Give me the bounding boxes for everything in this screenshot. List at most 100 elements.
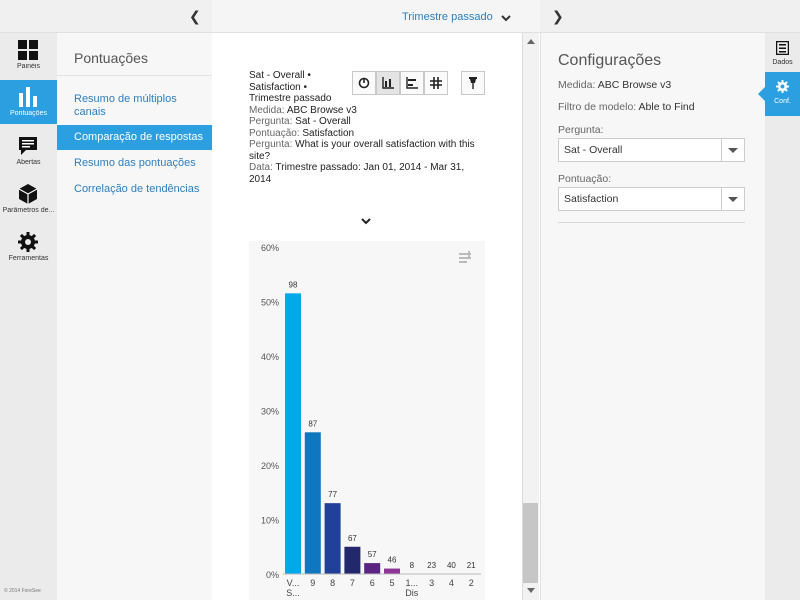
nav-item-abertas[interactable]: Abertas [0, 129, 57, 173]
settings-measure-label: Medida: [558, 79, 596, 91]
divider [558, 222, 745, 223]
subnav-title: Pontuações [74, 50, 148, 66]
info-question-label: Pergunta: [249, 116, 293, 127]
score-select[interactable]: Satisfaction [558, 187, 745, 211]
active-tab-notch [758, 87, 765, 101]
bar [364, 563, 381, 574]
info-score: Pontuação: Satisfaction [249, 128, 484, 140]
bar-data-label: 98 [289, 280, 298, 289]
dropdown-arrow-icon[interactable] [721, 188, 744, 210]
comment-icon [19, 137, 37, 155]
bar-data-label: 46 [388, 556, 397, 565]
settings-measure: Medida: ABC Browse v3 [558, 79, 671, 91]
settings-model-filter-value: Able to Find [638, 101, 695, 113]
bar [384, 568, 400, 574]
main-scrollbar[interactable] [522, 33, 539, 600]
info-question-value: Sat - Overall [295, 116, 351, 127]
scroll-thumb[interactable] [523, 503, 538, 583]
pin-button[interactable] [461, 71, 485, 95]
nav-item-paineis[interactable]: Painéis [0, 33, 57, 77]
scroll-up-icon[interactable] [527, 39, 535, 44]
info-measure: Medida: ABC Browse v3 [249, 105, 484, 117]
collapse-left-icon[interactable]: ❮ [189, 8, 201, 24]
collapse-right-icon[interactable]: ❯ [552, 8, 564, 24]
settings-panel [540, 33, 765, 600]
info-question2-value: What is your overall satisfaction with t… [249, 139, 475, 162]
right-topbar: ❯ [540, 0, 800, 33]
y-tick-label: 0% [266, 570, 279, 580]
bar [344, 546, 361, 574]
y-tick-label: 60% [261, 243, 279, 253]
x-tick-label: 7 [350, 578, 355, 588]
bar-data-label: 21 [467, 561, 476, 570]
score-select-value: Satisfaction [564, 193, 619, 205]
dashboard-icon [18, 40, 38, 60]
pin-icon [469, 77, 477, 89]
x-tick-label: 3 [429, 578, 434, 588]
nav-label: Parâmetros de... [2, 207, 55, 214]
expand-info-icon[interactable] [361, 215, 371, 229]
subnav-item-trend-correlation[interactable]: Correlação de tendências [74, 183, 200, 195]
subnav-item-score-summary[interactable]: Resumo das pontuações [74, 157, 196, 169]
tab-label: Dados [772, 59, 793, 66]
info-date-value: Trimestre passado: Jan 01, 2014 - Mar 31… [249, 162, 465, 185]
x-tick-label: 1... [406, 578, 419, 588]
info-question: Pergunta: Sat - Overall [249, 116, 484, 128]
settings-model-filter-label: Filtro de modelo: [558, 101, 637, 113]
bar-data-label: 77 [328, 490, 337, 499]
tab-label: Conf. [774, 98, 791, 105]
nav-label: Ferramentas [8, 255, 49, 262]
dropdown-arrow-icon[interactable] [721, 139, 744, 161]
y-tick-label: 50% [261, 298, 279, 308]
cube-icon [18, 184, 38, 204]
info-measure-value: ABC Browse v3 [286, 104, 357, 116]
tab-dados[interactable]: Dados [765, 33, 800, 77]
horizontal-bar-icon [406, 77, 418, 89]
info-question2-label: Pergunta: [249, 139, 293, 150]
legend-icon[interactable] [459, 251, 471, 263]
x-tick-label: 4 [449, 578, 454, 588]
pie-chart-button[interactable] [352, 71, 376, 95]
nav-item-ferramentas[interactable]: Ferramentas [0, 225, 57, 269]
bar-data-label: 67 [348, 534, 357, 543]
period-selector[interactable]: Trimestre passado [402, 11, 493, 23]
data-icon [776, 41, 789, 55]
scroll-down-icon[interactable] [527, 588, 535, 593]
chevron-down-icon[interactable] [501, 10, 511, 28]
x-tick-label: 6 [370, 578, 375, 588]
bar-chart-button[interactable] [376, 71, 400, 95]
left-topbar: ❮ [0, 0, 212, 33]
x-tick-label: 9 [310, 578, 315, 588]
bar [285, 293, 301, 574]
settings-measure-value: ABC Browse v3 [597, 79, 672, 91]
nav-item-pontuacoes[interactable]: Pontuações [0, 80, 57, 124]
x-tick-label: 8 [330, 578, 335, 588]
x-tick-label: S... [286, 588, 300, 598]
subnav-item-response-comparison[interactable]: Comparação de respostas [57, 125, 212, 150]
bar-data-label: 40 [447, 561, 456, 570]
bar-chart-icon [19, 87, 37, 107]
table-view-button[interactable] [424, 71, 448, 95]
info-measure-label: Medida: [249, 104, 285, 116]
nav-label: Pontuações [10, 110, 47, 117]
settings-title: Configurações [558, 52, 662, 69]
tab-conf[interactable]: Conf. [765, 72, 800, 116]
nav-label: Painéis [17, 63, 40, 70]
settings-model-filter: Filtro de modelo: Able to Find [558, 101, 695, 113]
bar [304, 432, 321, 574]
bar-data-label: 87 [308, 419, 317, 428]
question-select[interactable]: Sat - Overall [558, 138, 745, 162]
bar [324, 503, 341, 574]
grid-icon [430, 77, 442, 89]
subnav-item-multichannel[interactable]: Resumo de múltiplos canais [74, 93, 177, 118]
y-tick-label: 10% [261, 516, 279, 526]
x-tick-label: 5 [389, 578, 394, 588]
question-field-label: Pergunta: [558, 124, 604, 136]
y-tick-label: 20% [261, 461, 279, 471]
info-score-label: Pontuação: [249, 127, 300, 139]
nav-item-parametros[interactable]: Parâmetros de... [0, 177, 57, 221]
horizontal-bar-button[interactable] [400, 71, 424, 95]
bar-data-label: 8 [410, 561, 415, 570]
bar-data-label: 57 [368, 550, 377, 559]
